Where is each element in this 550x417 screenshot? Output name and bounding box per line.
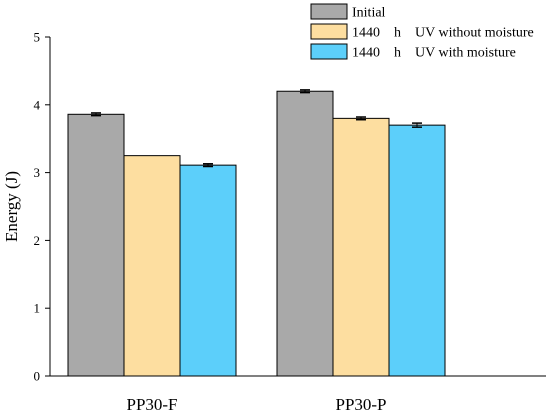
x-category-label: PP30-P — [335, 395, 386, 414]
x-category-labels: PP30-F PP30-P — [126, 395, 386, 414]
y-tick-label: 0 — [34, 369, 41, 384]
bar-pp30-p-series-1 — [332, 117, 390, 377]
error-bars-layer — [91, 89, 422, 168]
y-tick-label: 5 — [34, 30, 41, 45]
bar-pp30-p-series-2 — [388, 124, 446, 377]
y-axis-title: Energy (J) — [2, 171, 21, 242]
y-ticks: 0 1 2 3 4 5 — [34, 30, 50, 384]
legend-swatch — [310, 23, 348, 40]
y-tick-label: 2 — [34, 233, 41, 248]
bar-pp30-f-series-2 — [179, 164, 237, 377]
x-category-label: PP30-F — [126, 395, 177, 414]
legend-label: 1440 h UV without moisture — [352, 26, 534, 41]
bars-layer — [67, 90, 446, 377]
legend: Initial 1440 h UV without moisture 1440 h … — [310, 3, 534, 61]
y-tick-label: 1 — [34, 301, 41, 316]
bar-pp30-f-series-0 — [67, 113, 125, 377]
legend-label: Initial — [352, 6, 386, 21]
y-tick-label: 4 — [34, 97, 41, 112]
y-tick-label: 3 — [34, 165, 41, 180]
legend-swatch — [310, 3, 348, 20]
legend-swatch — [310, 43, 348, 60]
bar-pp30-f-series-1 — [123, 155, 181, 377]
legend-label: 1440 h UV with moisture — [352, 46, 516, 61]
bar-pp30-p-series-0 — [276, 90, 334, 377]
